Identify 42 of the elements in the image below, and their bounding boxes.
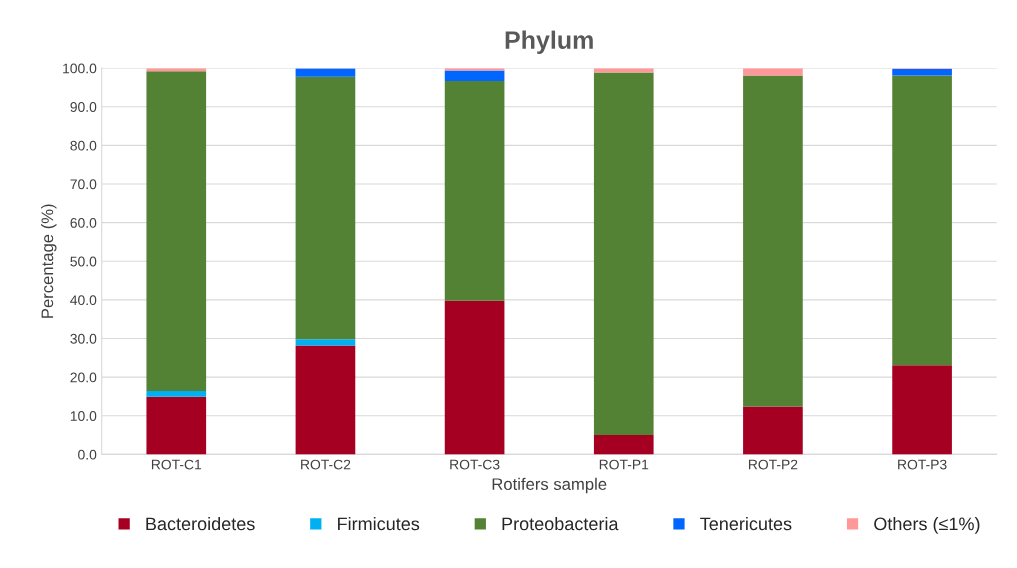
bar: [295, 345, 356, 455]
y-tick-label: 0.0: [78, 449, 97, 460]
bar: [295, 76, 356, 340]
y-tick-label: 10.0: [70, 411, 97, 421]
y-tick-label: 20.0: [70, 372, 97, 383]
y-tick-label: 80.0: [70, 140, 97, 151]
y-tick-label: 40.0: [70, 295, 97, 306]
bar: [444, 80, 505, 301]
bar: [146, 391, 207, 397]
x-tick-label: ROT-P1: [599, 459, 649, 470]
x-tick-label: ROT-C1: [151, 459, 202, 470]
bar: [892, 365, 952, 455]
bar: [892, 68, 952, 76]
legend-label: Proteobacteria: [502, 517, 619, 531]
y-tick-label: 100.0: [63, 63, 97, 74]
y-tick-label: 30.0: [70, 333, 97, 344]
legend-label: Others (≤1%): [874, 517, 980, 534]
x-tick-label: ROT-P2: [748, 459, 798, 470]
y-tick-label: 50.0: [70, 256, 97, 267]
legend-label: Tenericutes: [700, 517, 792, 531]
bar: [146, 71, 207, 392]
x-tick-label: ROT-C3: [450, 459, 500, 470]
legend-label: Firmicutes: [338, 517, 420, 531]
chart-title: Phylum: [505, 30, 593, 54]
bar: [743, 75, 803, 407]
legend-label: Bacteroidetes: [146, 517, 255, 531]
bar: [444, 300, 505, 455]
bar: [295, 68, 356, 77]
y-tick-label: 90.0: [70, 102, 97, 112]
bar: [295, 339, 356, 346]
x-axis-title: Rotifers sample: [492, 477, 607, 494]
x-tick-label: ROT-C2: [301, 459, 351, 470]
y-axis-title: Percentage (%): [40, 204, 57, 318]
bar: [743, 406, 803, 455]
x-tick-label: ROT-P3: [898, 459, 947, 470]
y-tick-label: 60.0: [70, 217, 97, 228]
y-tick-label: 70.0: [70, 179, 97, 190]
bar: [444, 70, 505, 81]
bar: [892, 75, 952, 366]
bar: [146, 396, 207, 455]
bar: [593, 435, 654, 455]
bar: [593, 72, 654, 436]
